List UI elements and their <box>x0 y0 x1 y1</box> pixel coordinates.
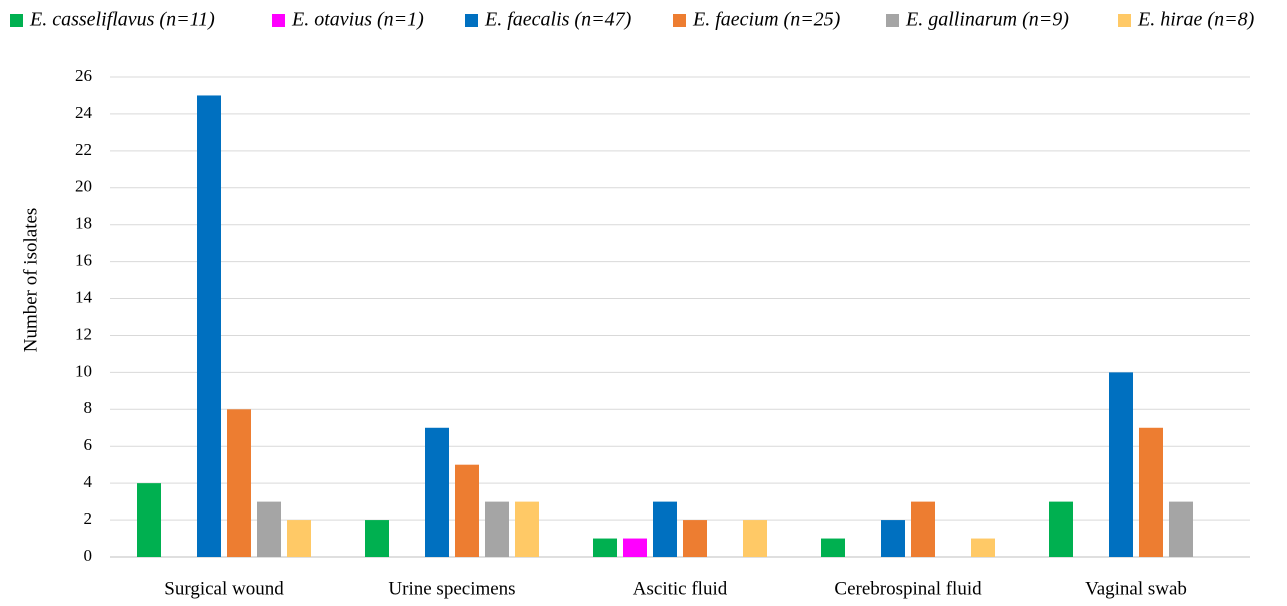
bar <box>1049 501 1073 557</box>
y-axis-label: Number of isolates <box>20 208 41 353</box>
bar <box>515 501 539 557</box>
bar <box>593 538 617 557</box>
bar <box>821 538 845 557</box>
x-tick-label: Cerebrospinal fluid <box>834 578 982 599</box>
y-tick-label: 20 <box>75 177 92 196</box>
bar <box>653 501 677 557</box>
legend-label: E. gallinarum (n=9) <box>905 9 1069 31</box>
legend-swatch <box>272 14 285 27</box>
bar <box>365 520 389 557</box>
bar <box>743 520 767 557</box>
legend-swatch <box>673 14 686 27</box>
y-tick-label: 24 <box>75 103 93 122</box>
y-tick-label: 4 <box>84 472 93 491</box>
bar <box>881 520 905 557</box>
bar <box>137 483 161 557</box>
legend-swatch <box>886 14 899 27</box>
y-tick-label: 18 <box>75 214 92 233</box>
x-tick-label: Surgical wound <box>164 578 284 599</box>
y-tick-label: 2 <box>84 509 93 528</box>
bar <box>623 538 647 557</box>
y-tick-label: 22 <box>75 140 92 159</box>
bar <box>227 409 251 557</box>
y-tick-label: 10 <box>75 361 92 380</box>
y-tick-label: 0 <box>84 546 93 565</box>
bar <box>425 427 449 557</box>
bar <box>971 538 995 557</box>
bar <box>1139 427 1163 557</box>
x-tick-label: Ascitic fluid <box>633 578 728 599</box>
y-tick-label: 12 <box>75 324 92 343</box>
bar <box>1109 372 1133 557</box>
y-tick-label: 26 <box>75 66 92 85</box>
bar <box>287 520 311 557</box>
y-tick-label: 6 <box>84 435 93 454</box>
legend-label: E. otavius (n=1) <box>291 9 424 31</box>
x-tick-label: Vaginal swab <box>1085 578 1187 599</box>
y-tick-label: 8 <box>84 398 93 417</box>
legend-label: E. faecium (n=25) <box>692 9 841 31</box>
bar <box>683 520 707 557</box>
bar <box>455 464 479 557</box>
bar <box>911 501 935 557</box>
y-tick-label: 14 <box>75 287 93 306</box>
legend-label: E. hirae (n=8) <box>1137 9 1255 31</box>
legend-swatch <box>1118 14 1131 27</box>
y-tick-label: 16 <box>75 251 92 270</box>
x-tick-label: Urine specimens <box>388 578 515 599</box>
bar <box>197 95 221 557</box>
bar <box>257 501 281 557</box>
legend-label: E. faecalis (n=47) <box>484 9 632 31</box>
bar <box>1169 501 1193 557</box>
legend-swatch <box>10 14 23 27</box>
bar <box>485 501 509 557</box>
legend-swatch <box>465 14 478 27</box>
legend-label: E. casseliflavus (n=11) <box>29 9 215 31</box>
